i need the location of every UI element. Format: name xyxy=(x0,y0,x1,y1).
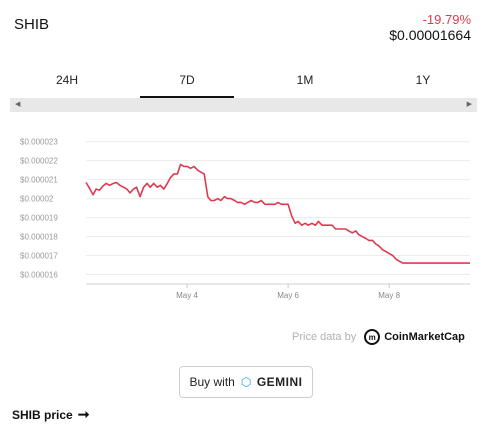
y-tick-label: $0.000021 xyxy=(20,176,58,185)
price-attribution: Price data by m CoinMarketCap xyxy=(292,328,465,346)
shib-price-link[interactable]: SHIB price ➞ xyxy=(12,406,89,423)
y-tick-label: $0.000016 xyxy=(20,271,58,280)
buy-with-gemini-button[interactable]: Buy with ⬡ GEMINI xyxy=(179,366,313,398)
tab-7d[interactable]: 7D xyxy=(140,68,234,98)
y-tick-label: $0.000023 xyxy=(20,138,58,147)
tab-1y[interactable]: 1Y xyxy=(415,73,431,87)
gemini-brand: GEMINI xyxy=(256,375,303,389)
x-tick-label: May 6 xyxy=(277,291,299,300)
y-tick-label: $0.000019 xyxy=(20,214,58,223)
x-tick-label: May 8 xyxy=(378,291,400,300)
price-header: SHIB -19.79% $0.00001664 xyxy=(0,0,487,58)
price-line xyxy=(85,163,470,264)
y-tick-label: $0.000018 xyxy=(20,233,58,242)
coinmarketcap-logo[interactable]: m CoinMarketCap xyxy=(364,329,465,345)
x-tick-label: May 4 xyxy=(176,291,198,300)
gemini-icon: ⬡ xyxy=(240,375,252,389)
y-tick-label: $0.000022 xyxy=(20,157,58,166)
coinmarketcap-icon: m xyxy=(364,329,381,345)
shib-price-label: SHIB price xyxy=(12,407,73,422)
arrow-right-icon: ➞ xyxy=(77,406,90,422)
coin-symbol: SHIB xyxy=(14,16,50,33)
coinmarketcap-brand: CoinMarketCap xyxy=(384,331,465,343)
tab-24h[interactable]: 24H xyxy=(55,73,78,87)
price-chart: $0.000023 $0.000022 $0.000021 $0.00002 $0.00… xyxy=(0,124,487,310)
buy-label: Buy with xyxy=(189,375,235,389)
chart-scrollbar[interactable]: ◀ ▶ xyxy=(10,98,477,112)
y-tick-label: $0.00002 xyxy=(20,195,54,204)
tab-1m[interactable]: 1M xyxy=(296,73,314,87)
y-tick-label: $0.000017 xyxy=(20,252,58,261)
triangle-right-icon[interactable]: ▶ xyxy=(466,101,472,108)
triangle-left-icon[interactable]: ◀ xyxy=(15,101,21,108)
price-change: -19.79% xyxy=(422,12,471,27)
price-chart-svg: $0.000023 $0.000022 $0.000021 $0.00002 $0.00… xyxy=(20,138,470,300)
attribution-label: Price data by xyxy=(292,331,357,343)
current-price: $0.00001664 xyxy=(389,27,471,43)
timeframe-tabs: 24H 7D 1M 1Y xyxy=(0,68,487,98)
